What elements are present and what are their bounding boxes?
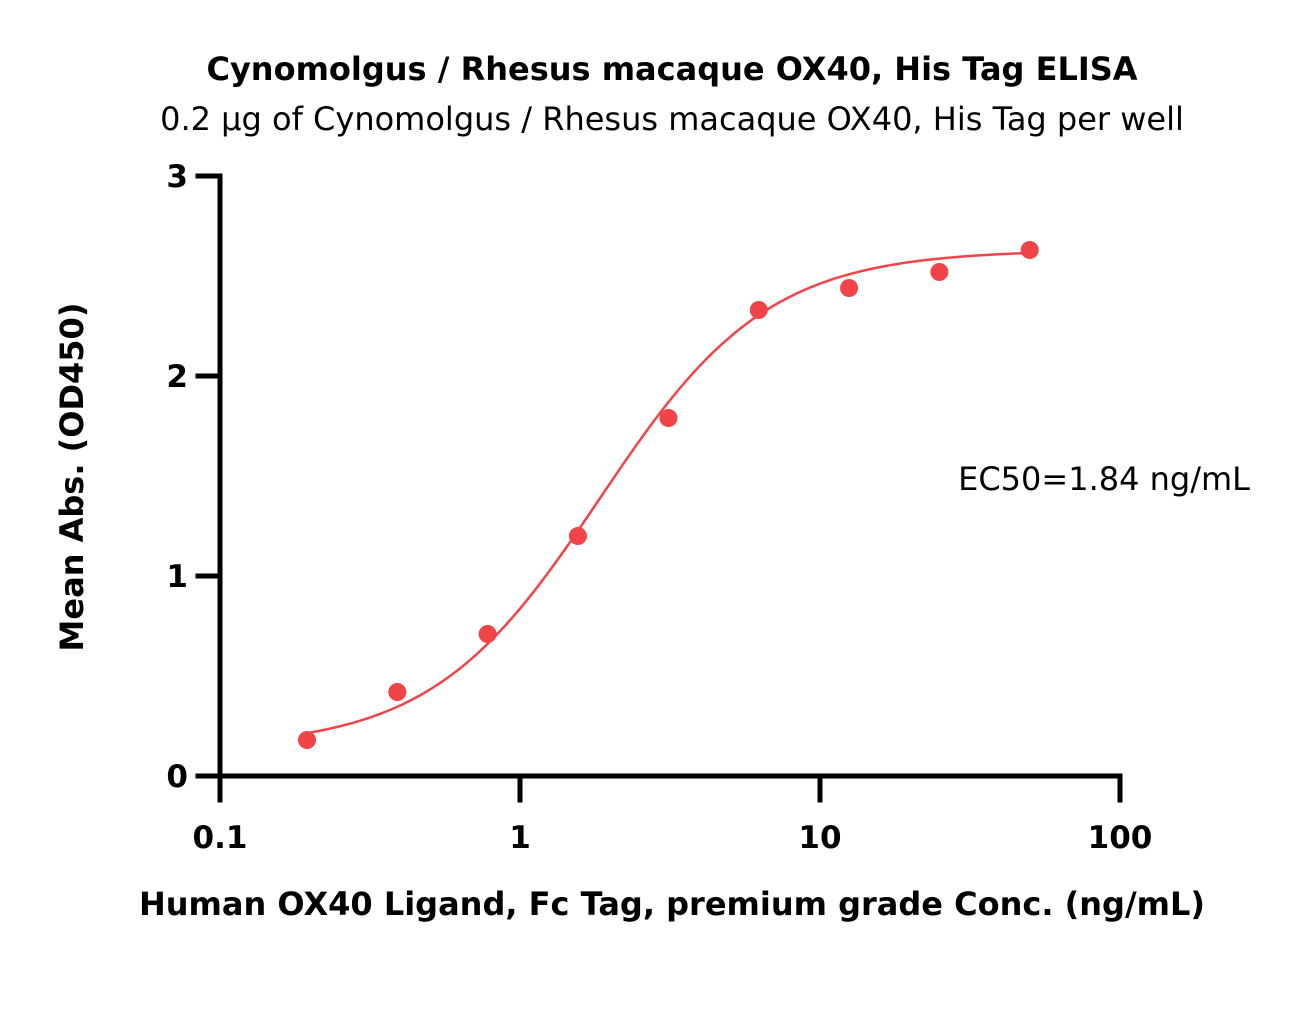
data-point (930, 263, 949, 281)
chart-title: Cynomolgus / Rhesus macaque OX40, His Ta… (206, 50, 1137, 88)
y-tick-label: 1 (166, 559, 188, 595)
data-point (1020, 241, 1039, 259)
data-point (568, 527, 587, 545)
y-tick-label: 2 (166, 359, 188, 395)
x-tick-label: 0.1 (193, 820, 248, 856)
data-point (659, 409, 678, 427)
data-point (749, 301, 768, 319)
ec50-annotation: EC50=1.84 ng/mL (958, 460, 1250, 498)
axes (195, 173, 1123, 803)
data-point (478, 625, 497, 643)
x-tick-label: 1 (509, 820, 531, 856)
chart-subtitle: 0.2 μg of Cynomolgus / Rhesus macaque OX… (160, 100, 1184, 138)
data-point (388, 683, 407, 701)
y-tick-label: 3 (166, 159, 188, 195)
x-tick-label: 100 (1088, 820, 1153, 856)
fit-curve-layer (306, 251, 1030, 735)
data-points-layer (298, 241, 1039, 749)
x-tick-label: 10 (798, 820, 841, 856)
y-tick-label: 0 (166, 759, 188, 795)
fit-curve (306, 251, 1030, 735)
tick-labels-layer: 0 1 2 3 0.1 1 10 100 (166, 159, 1152, 856)
data-point (840, 279, 859, 297)
data-point (298, 731, 317, 749)
x-axis-label: Human OX40 Ligand, Fc Tag, premium grade… (139, 885, 1205, 923)
y-axis-label: Mean Abs. (OD450) (53, 303, 91, 652)
